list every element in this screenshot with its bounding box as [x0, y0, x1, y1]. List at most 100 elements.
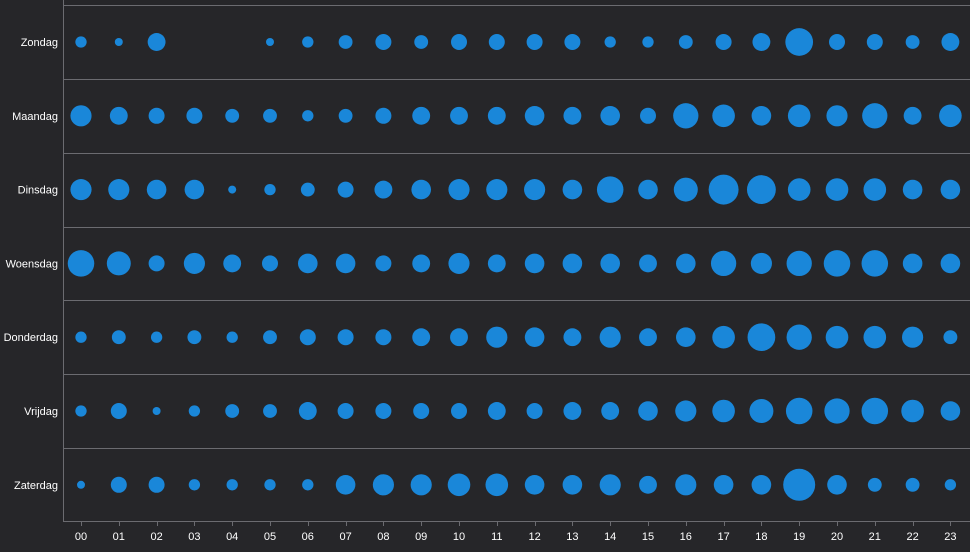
data-point	[412, 254, 431, 273]
hour-label: 00	[75, 531, 87, 543]
data-point	[642, 36, 654, 48]
data-point	[375, 329, 392, 346]
data-point	[338, 35, 353, 49]
data-point	[414, 35, 429, 49]
data-point	[678, 35, 693, 49]
day-label: Dinsdag	[18, 185, 58, 197]
hour-label: 08	[377, 531, 389, 543]
hour-label: 01	[113, 531, 125, 543]
data-point	[75, 331, 87, 343]
data-point	[562, 253, 583, 274]
data-point	[485, 473, 509, 497]
day-label: Maandag	[12, 111, 58, 123]
data-point	[338, 108, 353, 123]
hour-label: 11	[491, 531, 502, 543]
hour-label: 23	[944, 531, 956, 543]
data-point	[901, 399, 924, 423]
hour-label: 16	[680, 531, 692, 543]
hour-label: 17	[717, 531, 729, 543]
data-point	[673, 103, 699, 129]
data-point	[601, 402, 620, 420]
hour-label: 18	[755, 531, 767, 543]
data-point	[563, 402, 582, 420]
data-point	[673, 177, 698, 202]
data-point	[228, 185, 237, 194]
data-point	[225, 108, 240, 123]
gridlines	[63, 0, 970, 521]
hour-label: 10	[453, 531, 465, 543]
data-point	[599, 474, 621, 496]
data-point	[708, 174, 739, 205]
data-point	[825, 325, 849, 349]
data-point	[829, 34, 845, 50]
data-point	[675, 400, 697, 422]
data-point	[148, 255, 165, 272]
data-point	[263, 108, 277, 123]
hour-label: 13	[566, 531, 578, 543]
data-point	[752, 33, 771, 51]
data-point	[225, 404, 240, 418]
data-point	[751, 475, 772, 495]
data-point	[337, 403, 354, 419]
data-point	[337, 329, 354, 346]
data-point	[450, 106, 468, 125]
data-point	[526, 403, 543, 419]
data-point	[302, 110, 314, 122]
data-point	[67, 250, 95, 277]
data-point	[824, 398, 850, 424]
data-point	[639, 328, 657, 347]
data-point	[70, 105, 92, 127]
data-point	[335, 475, 356, 495]
data-point	[786, 250, 812, 277]
data-point	[335, 253, 356, 274]
data-point	[562, 475, 583, 495]
data-point	[638, 179, 658, 200]
hour-label: 12	[528, 531, 540, 543]
data-point	[75, 36, 87, 48]
hour-label: 04	[226, 531, 238, 543]
hour-label: 02	[150, 531, 162, 543]
data-point	[749, 399, 774, 423]
data-point	[640, 107, 656, 124]
data-point	[787, 104, 811, 128]
hour-label: 05	[264, 531, 276, 543]
data-point	[863, 178, 887, 201]
data-point	[114, 38, 123, 46]
data-point	[188, 405, 201, 417]
data-point	[524, 327, 545, 348]
hour-label: 09	[415, 531, 427, 543]
data-point	[375, 34, 392, 50]
data-point	[110, 403, 127, 419]
data-point	[639, 254, 657, 273]
data-point	[867, 477, 882, 492]
data-point	[863, 325, 887, 349]
data-point	[902, 179, 923, 200]
data-point	[751, 106, 772, 126]
data-point	[861, 397, 889, 425]
data-point	[451, 403, 467, 419]
x-axis: 00 01 02 03 04 05 06 07 08 09 10 11 12 13 14 15 16 17 18 19…	[63, 521, 970, 543]
data-point	[70, 179, 92, 201]
data-point	[712, 104, 735, 128]
data-point	[746, 175, 776, 205]
data-point	[825, 178, 849, 201]
data-point	[109, 106, 128, 125]
data-points	[67, 28, 962, 501]
data-point	[413, 403, 430, 419]
data-point	[263, 404, 277, 418]
data-point	[375, 255, 392, 272]
data-point	[411, 179, 432, 200]
data-point	[448, 179, 470, 201]
data-point	[713, 475, 734, 495]
data-point	[264, 479, 276, 491]
data-point	[941, 33, 960, 51]
data-point	[150, 331, 163, 343]
data-point	[262, 255, 278, 272]
data-point	[604, 36, 616, 48]
hour-label: 03	[188, 531, 200, 543]
data-point	[524, 253, 545, 274]
data-point	[526, 34, 543, 50]
data-point	[148, 476, 165, 493]
data-point	[675, 474, 697, 496]
data-point	[264, 183, 276, 196]
